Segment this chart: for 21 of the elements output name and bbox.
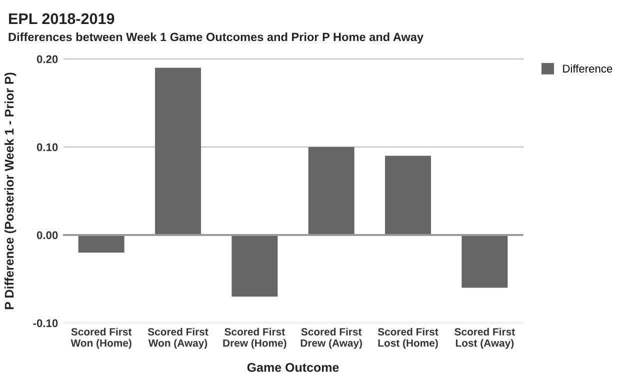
- bar: [232, 235, 278, 297]
- x-tick-label: Scored First Won (Away): [148, 328, 208, 349]
- bar: [78, 235, 124, 253]
- y-tick-label: 0.10: [36, 143, 58, 152]
- chart-subtitle: Differences between Week 1 Game Outcomes and Prior P Home and Away: [8, 32, 424, 44]
- bar: [385, 156, 431, 235]
- x-axis-title: Game Outcome: [247, 363, 339, 372]
- bar: [155, 68, 201, 235]
- y-axis-title: P Difference (Posterior Week 1 - Prior P): [4, 72, 16, 310]
- bar: [308, 147, 354, 235]
- x-tick-label: Scored First Lost (Home): [378, 328, 438, 349]
- y-tick-label: 0.20: [36, 55, 58, 64]
- chart-title: EPL 2018-2019: [9, 13, 114, 24]
- legend-label: Difference: [563, 64, 612, 73]
- y-tick-label: -0.10: [33, 319, 58, 328]
- bar: [462, 235, 508, 288]
- x-tick-label: Scored First Won (Home): [70, 328, 132, 349]
- x-tick-label: Scored First Drew (Home): [223, 328, 286, 349]
- y-tick-label: 0.00: [36, 231, 58, 240]
- x-tick-label: Scored First Lost (Away): [454, 328, 515, 349]
- x-tick-label: Scored First Drew (Away): [300, 328, 362, 349]
